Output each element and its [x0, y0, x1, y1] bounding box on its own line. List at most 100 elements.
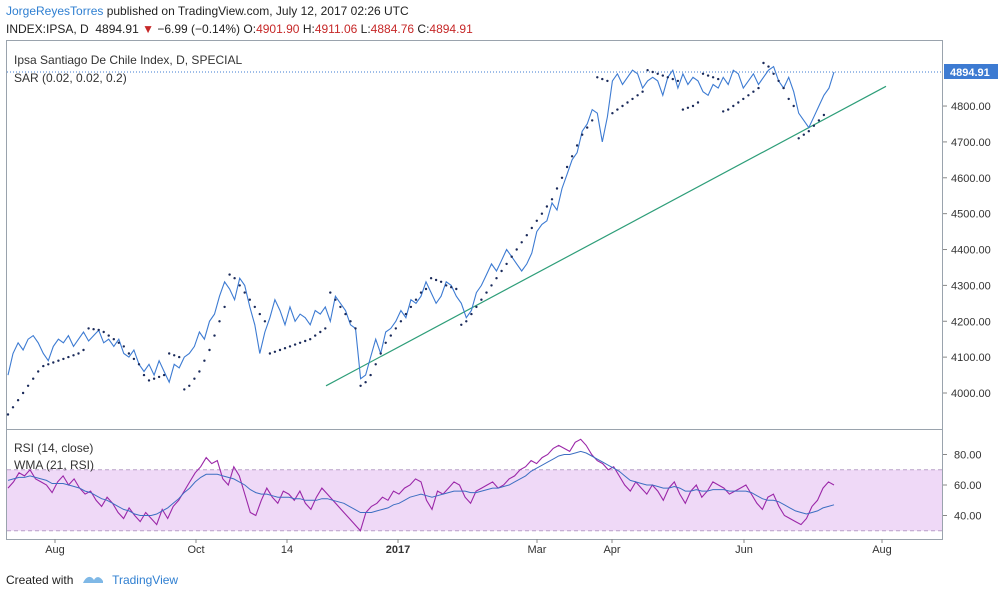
sar-dot — [47, 363, 50, 366]
x-tick-label: Jun — [735, 544, 753, 556]
sar-dot — [485, 291, 488, 294]
sar-dot — [208, 348, 211, 352]
sar-dot — [772, 72, 775, 76]
pane-separator[interactable] — [6, 429, 943, 430]
rsi-tick-label: 80.00 — [954, 450, 982, 462]
sar-dot — [450, 286, 453, 289]
sar-dot — [797, 137, 800, 140]
sar-dot — [535, 219, 538, 222]
sar-dot — [344, 312, 347, 316]
trend-line — [325, 85, 887, 387]
author-link[interactable]: JorgeReyesTorres — [6, 4, 104, 18]
sar-dot — [560, 176, 564, 179]
sar-dot — [470, 312, 473, 316]
main-series-legend[interactable]: Ipsa Santiago De Chile Index, D, SPECIAL — [14, 53, 243, 67]
sar-dot — [233, 277, 236, 280]
sar-dot — [379, 352, 382, 355]
sar-dot — [505, 262, 508, 266]
sar-dot — [283, 347, 287, 350]
sar-dot — [319, 330, 322, 334]
sar-dot — [575, 144, 579, 147]
sar-dot — [676, 79, 680, 83]
wma-line — [7, 450, 835, 516]
price-tick-label: 4300.00 — [951, 280, 991, 292]
sar-dot — [787, 97, 790, 101]
sar-dot — [480, 298, 483, 301]
sar-dot — [666, 76, 669, 79]
sar-dot — [661, 74, 664, 77]
sar-dot — [369, 373, 372, 377]
sar-dot — [178, 355, 181, 359]
sar-dot — [304, 339, 307, 343]
high-value: 4911.06 — [314, 22, 358, 36]
sar-dot — [777, 79, 780, 83]
sar-dot — [747, 94, 750, 97]
sar-dot — [263, 320, 267, 323]
publish-info: published on TradingView.com, July 12, 2… — [103, 4, 409, 18]
chart-frame[interactable] — [6, 40, 943, 540]
down-arrow-icon: ▼ — [142, 22, 154, 36]
last-price-tag — [944, 64, 998, 79]
footer: Created with TradingView — [6, 570, 178, 587]
sar-dot — [525, 234, 528, 237]
sar-dot — [142, 373, 146, 377]
sar-dot — [16, 399, 20, 402]
sar-dot — [26, 384, 30, 387]
rsi-line — [7, 438, 835, 532]
sar-dot — [822, 113, 826, 117]
x-tick-label: Oct — [187, 544, 204, 556]
sar-dot — [817, 119, 821, 122]
sar-dot — [102, 330, 105, 334]
sar-dot — [792, 104, 795, 108]
sar-dot — [404, 312, 408, 316]
last-price-tag-label: 4894.91 — [950, 67, 990, 79]
sar-dot — [631, 97, 634, 101]
sar-dot — [732, 104, 735, 108]
sar-dot — [42, 364, 45, 368]
sar-dot — [742, 97, 745, 101]
sar-dot — [399, 320, 403, 323]
sar-dot — [147, 379, 151, 382]
sar-legend[interactable]: SAR (0.02, 0.02, 0.2) — [14, 71, 127, 85]
sar-dot — [671, 77, 674, 81]
sar-dot — [258, 312, 261, 316]
symbol-label: INDEX:IPSA, D — [6, 22, 89, 36]
sar-dot — [616, 108, 619, 111]
sar-dot — [11, 406, 15, 409]
sar-dot — [324, 327, 327, 330]
sar-dot — [389, 334, 392, 337]
tradingview-brand-link[interactable]: TradingView — [112, 573, 179, 587]
wma-legend[interactable]: WMA (21, RSI) — [14, 458, 95, 472]
sar-dot — [364, 381, 367, 384]
sar-dot — [701, 72, 705, 76]
sar-dot — [606, 79, 609, 83]
x-tick-label: 14 — [281, 544, 293, 556]
symbol-header: INDEX:IPSA, D 4894.91 ▼ −6.99 (−0.14%) O… — [6, 22, 473, 36]
sar-dot — [248, 298, 251, 301]
sar-dot — [57, 359, 60, 362]
sar-dot — [122, 345, 126, 348]
sar-dot — [37, 370, 40, 373]
price-line — [7, 65, 835, 384]
high-label: H: — [302, 22, 315, 36]
x-tick-label: Aug — [872, 544, 892, 556]
sar-dot — [193, 377, 196, 380]
sar-dot — [586, 126, 589, 129]
sar-dot — [329, 291, 332, 294]
sar-dot — [278, 348, 282, 352]
sar-dot — [168, 352, 171, 355]
close-label: C: — [417, 22, 430, 36]
sar-dot — [298, 341, 302, 344]
sar-dot — [117, 341, 121, 344]
last-price: 4894.91 — [95, 22, 139, 36]
sar-dot — [414, 298, 418, 301]
sar-dot — [717, 77, 720, 81]
rsi-legend[interactable]: RSI (14, close) — [14, 441, 94, 455]
sar-dot — [581, 133, 584, 136]
sar-dot — [691, 104, 695, 108]
sar-dot — [591, 119, 594, 122]
open-value: 4901.90 — [256, 22, 300, 36]
sar-dot — [752, 90, 755, 93]
sar-dot — [460, 323, 463, 326]
